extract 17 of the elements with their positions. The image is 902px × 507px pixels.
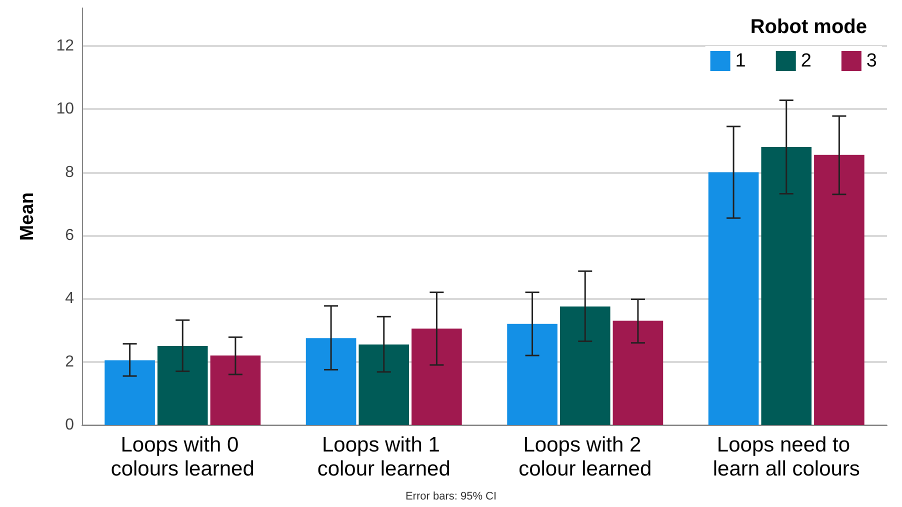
legend-label: 1 xyxy=(735,50,746,72)
legend-title: Robot mode xyxy=(750,16,868,38)
x-tick-label: Loops need to learn all colours xyxy=(712,434,860,480)
y-tick-label: 12 xyxy=(56,37,74,54)
y-tick-label: 2 xyxy=(65,353,74,370)
text: Error bars: 95% CI xyxy=(405,490,497,502)
y-tick-label: 8 xyxy=(65,164,74,181)
legend-label: 3 xyxy=(866,50,878,72)
x-tick-label: Loops with 1 colour learned xyxy=(317,434,450,480)
x-tick-label: Loops with 2 colour learned xyxy=(518,434,652,480)
y-tick-label: 6 xyxy=(65,226,74,244)
y-tick-label: 0 xyxy=(65,416,74,434)
y-tick-label: 4 xyxy=(65,290,74,308)
y-tick-label: 10 xyxy=(56,100,74,118)
legend-label: 2 xyxy=(800,50,812,72)
y-axis-title: Mean xyxy=(17,192,38,241)
x-tick-label: Loops with 0 colours learned xyxy=(110,434,254,480)
